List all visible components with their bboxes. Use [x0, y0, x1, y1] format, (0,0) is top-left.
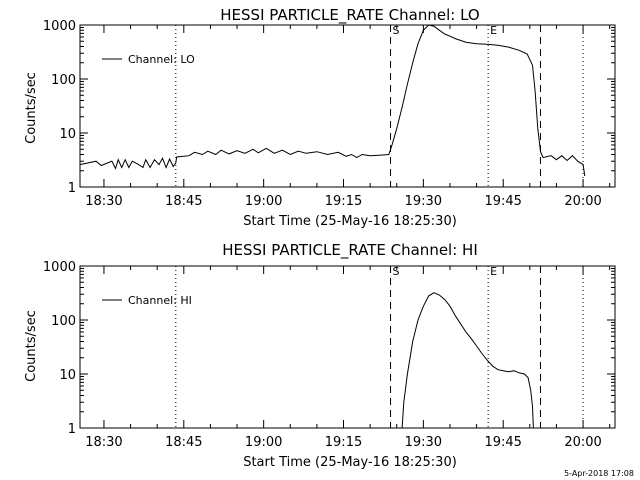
y-tick-label: 1000	[43, 19, 76, 34]
x-tick-label: 19:15	[325, 435, 362, 450]
panel-hi: HESSI PARTICLE_RATE Channel: HI Start Ti…	[24, 241, 478, 470]
y-tick-label: 1	[68, 181, 76, 196]
legend-label: Channel: HI	[128, 294, 192, 307]
x-tick-label: 20:00	[564, 435, 601, 450]
plot-area-hi: 1 10 100 1000 18:30 18:45 19:00 19:15 19:30 19:45…	[43, 260, 616, 450]
x-tick-label: 18:30	[85, 194, 122, 209]
x-tick-label: 19:15	[325, 194, 362, 209]
marker-label: S	[393, 24, 400, 37]
plot-area-lo: 1 10 100 1000 18:30 18:45 19:00 19:15 19:30 19:45…	[43, 19, 616, 209]
panel-lo: HESSI PARTICLE_RATE Channel: LO Start Ti…	[24, 6, 480, 229]
x-tick-label: 19:00	[245, 194, 282, 209]
generation-timestamp: 5-Apr-2018 17:08	[564, 469, 634, 478]
x-tick-label: 19:30	[405, 194, 442, 209]
x-tick-label: 18:45	[165, 194, 202, 209]
y-tick-label: 10	[59, 368, 76, 383]
marker-label: E	[490, 24, 497, 37]
plot-frame	[79, 24, 616, 188]
marker-label: E	[490, 265, 497, 278]
x-tick-label: 19:45	[484, 194, 521, 209]
x-tick-label: 18:30	[85, 435, 122, 450]
y-axis-label-hi: Counts/sec	[24, 310, 39, 382]
x-tick-label: 20:00	[564, 194, 601, 209]
chart-title-lo: HESSI PARTICLE_RATE Channel: LO	[220, 6, 479, 25]
y-tick-label: 1	[68, 422, 76, 437]
x-axis-label-lo: Start Time (25-May-16 18:25:30)	[243, 214, 457, 229]
x-tick-label: 19:45	[484, 435, 521, 450]
legend-label: Channel: LO	[128, 53, 195, 66]
x-tick-label: 18:45	[165, 435, 202, 450]
series-line-lo	[79, 24, 586, 177]
x-tick-label: 19:30	[405, 435, 442, 450]
series-line-hi	[401, 292, 534, 429]
x-axis-label-hi: Start Time (25-May-16 18:25:30)	[243, 455, 457, 470]
y-tick-label: 100	[51, 73, 76, 88]
y-tick-label: 10	[59, 127, 76, 142]
plot-frame	[79, 265, 616, 429]
marker-label: S	[393, 265, 400, 278]
chart-title-hi: HESSI PARTICLE_RATE Channel: HI	[222, 241, 478, 260]
y-axis-label-lo: Counts/sec	[24, 72, 39, 144]
y-tick-label: 1000	[43, 260, 76, 275]
x-tick-label: 19:00	[245, 435, 282, 450]
y-tick-label: 100	[51, 314, 76, 329]
